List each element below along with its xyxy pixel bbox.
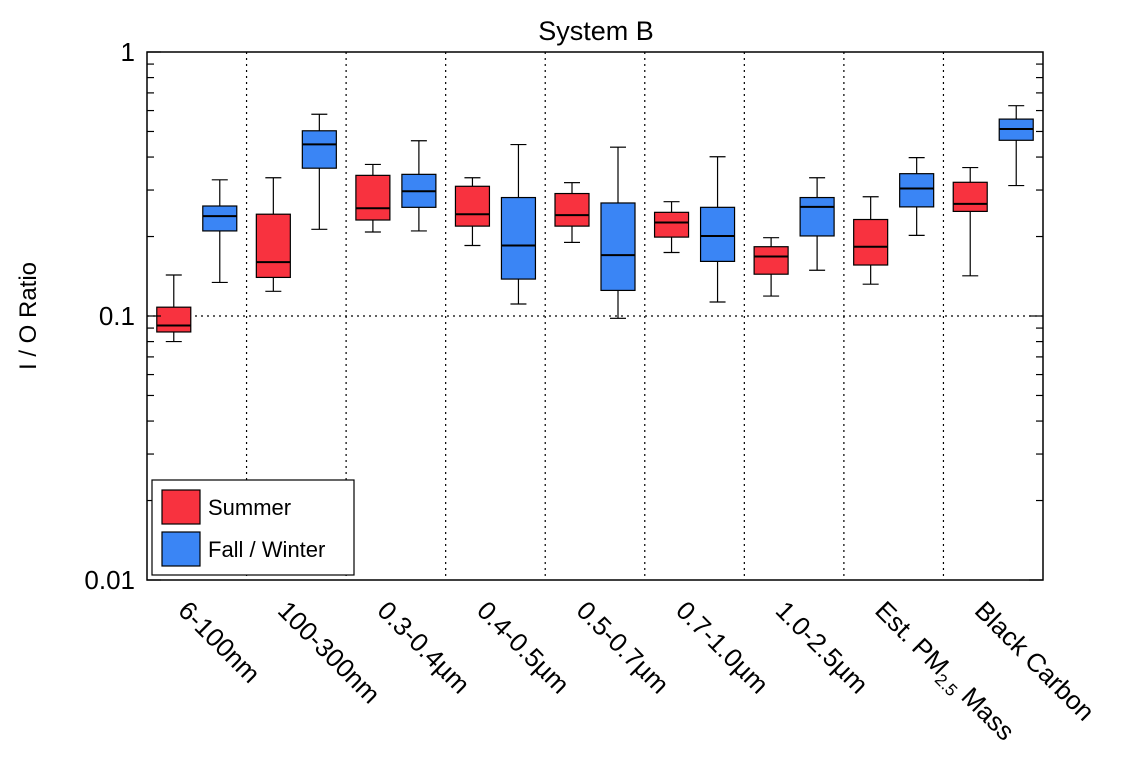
box-summer-7 <box>853 196 889 285</box>
box-fall-winter-8 <box>998 105 1034 187</box>
box-fall-winter-5 <box>699 156 736 303</box>
box-summer-5 <box>653 201 690 254</box>
box-fall-winter-7 <box>899 157 935 236</box>
box-iqr <box>202 205 238 232</box>
category-label: 0.4-0.5µm <box>471 595 575 699</box>
legend-swatch <box>161 531 201 567</box>
box-summer-1 <box>255 177 291 292</box>
box-layer <box>156 105 1034 343</box>
box-iqr <box>853 218 889 266</box>
box-iqr <box>699 206 736 262</box>
box-fall-winter-4 <box>600 146 636 319</box>
category-label: 0.3-0.4µm <box>372 595 476 699</box>
box-iqr <box>156 306 192 333</box>
category-label: 0.5-0.7µm <box>571 595 675 699</box>
box-iqr <box>952 181 988 213</box>
box-summer-4 <box>554 182 590 244</box>
box-iqr <box>899 173 935 208</box>
legend: Summer Fall / Winter <box>151 479 355 576</box>
box-fall-winter-0 <box>202 179 238 284</box>
category-label: 100-300nm <box>272 595 386 709</box>
box-summer-8 <box>952 166 988 277</box>
box-iqr <box>600 202 636 292</box>
box-iqr <box>799 196 835 237</box>
box-fall-winter-6 <box>799 177 835 271</box>
legend-swatch <box>161 489 201 525</box>
legend-label: Summer <box>208 495 291 520</box>
category-labels: 6-100nm 100-300nm0.3-0.4µm0.4-0.5µm0.5-0.… <box>173 595 1101 746</box>
y-axis-label: I / O Ratio <box>15 262 42 370</box>
box-iqr <box>454 185 491 227</box>
y-tick-label: 0.01 <box>84 565 135 595</box>
axis-layer: 0.01 0.1 1 <box>84 37 1044 595</box>
box-iqr <box>753 246 789 275</box>
box-summer-2 <box>355 163 391 233</box>
box-iqr <box>500 196 537 280</box>
category-label: 6-100nm <box>173 595 267 689</box>
box-fall-winter-3 <box>500 143 537 305</box>
category-label: 0.7-1.0µm <box>670 595 774 699</box>
box-iqr <box>554 192 590 227</box>
box-iqr <box>255 213 291 279</box>
box-fall-winter-1 <box>301 113 337 230</box>
category-label: 1.0-2.5µm <box>770 595 874 699</box>
legend-label: Fall / Winter <box>208 537 325 562</box>
box-iqr <box>355 174 391 221</box>
box-summer-3 <box>454 177 491 247</box>
chart-title: System B <box>538 16 654 46</box>
box-iqr <box>653 211 690 238</box>
box-summer-6 <box>753 237 789 297</box>
box-summer-0 <box>156 274 192 343</box>
y-tick-label: 1 <box>121 37 135 67</box>
y-tick-label: 0.1 <box>99 301 135 331</box>
box-iqr <box>301 130 337 169</box>
box-fall-winter-2 <box>401 140 437 232</box>
